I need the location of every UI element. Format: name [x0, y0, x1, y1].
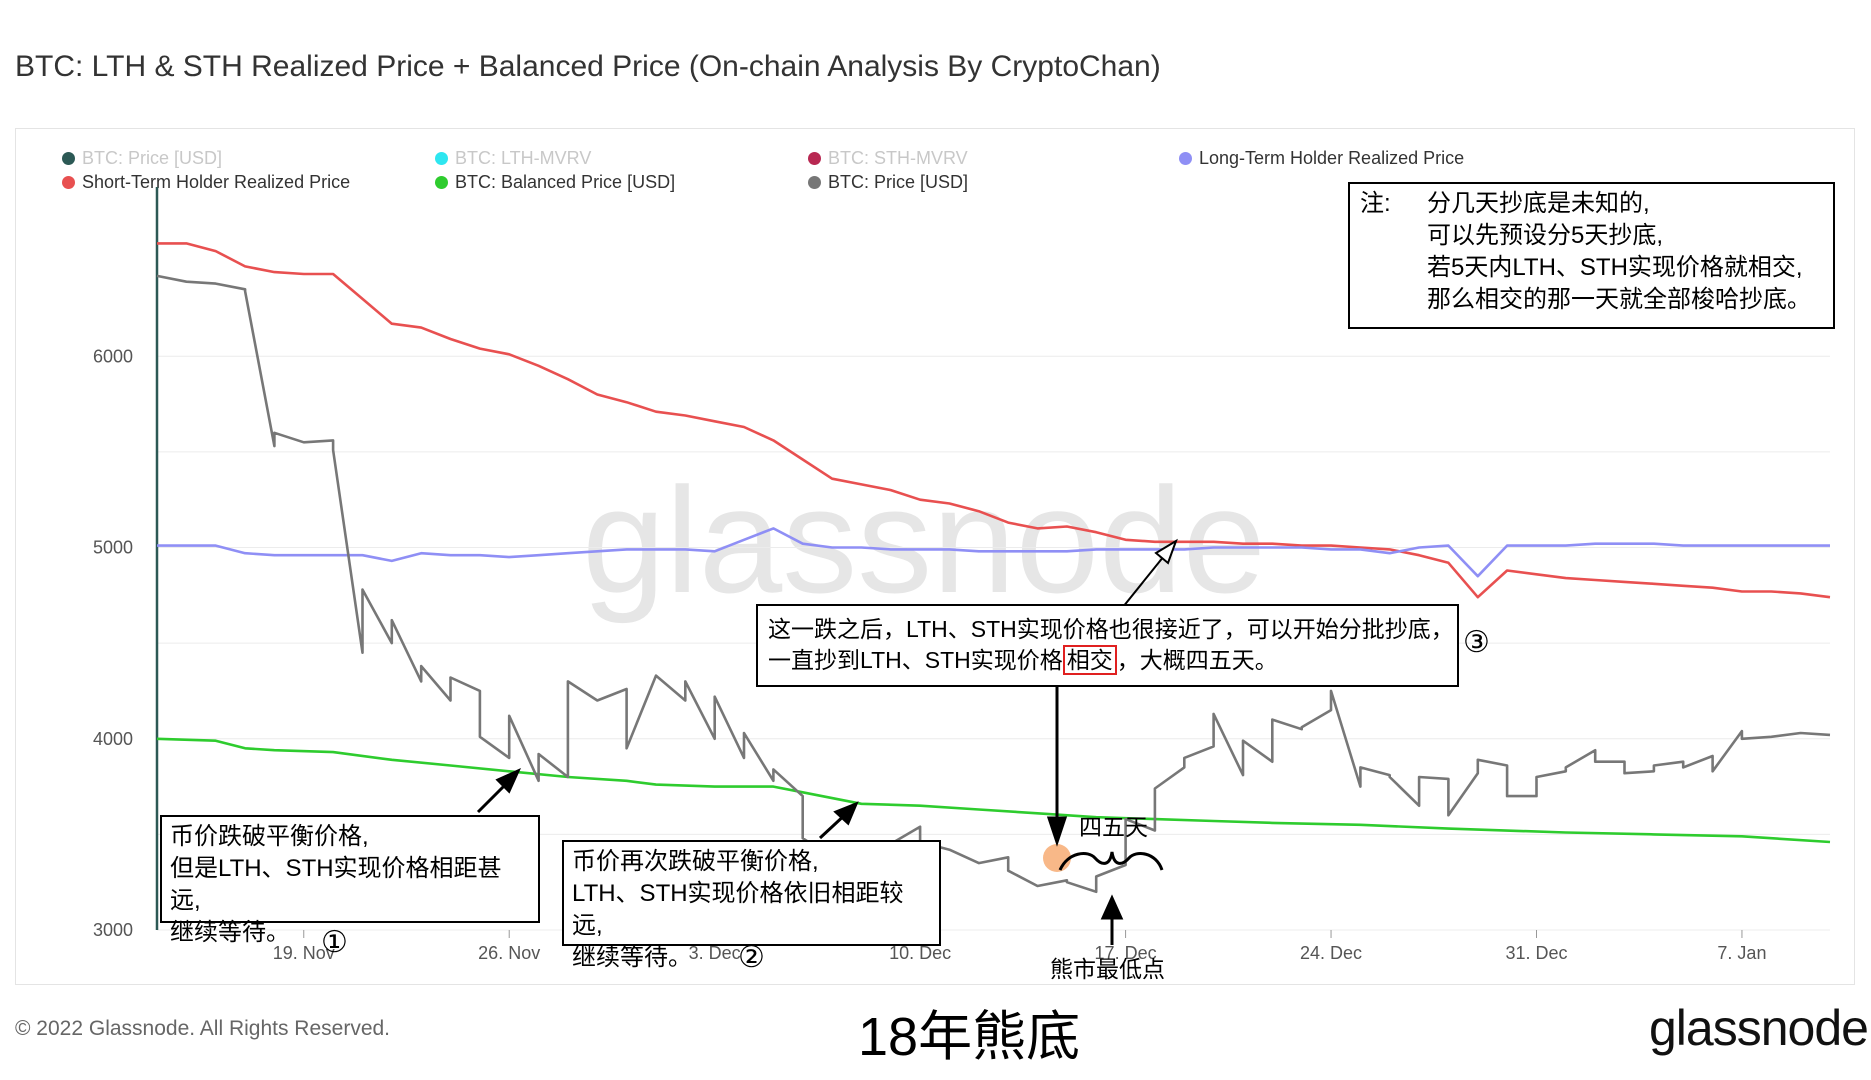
series-line-btc-balanced-price-usd — [156, 737, 1831, 844]
circled-number-2: ② — [738, 941, 765, 974]
annotation-text: ，大概四五天。 — [1116, 647, 1278, 673]
legend-item-sth-mvrv[interactable]: BTC: STH-MVRV — [808, 148, 968, 169]
arrow-bear-bottom-head — [1100, 894, 1124, 920]
legend-item-lth-mvrv[interactable]: BTC: LTH-MVRV — [435, 148, 591, 169]
grid-lines — [157, 355, 1830, 931]
legend-dot — [808, 152, 821, 165]
arrow-1-head — [495, 768, 521, 794]
note-prefix: 注: — [1360, 190, 1391, 217]
arrow-to-bottom-head — [1046, 816, 1068, 847]
series-group — [156, 242, 1831, 894]
series-line-btc-price-usd — [156, 274, 1831, 894]
annotation-line: 一直抄到LTH、STH实现价格 相交 ，大概四五天。 — [768, 645, 1447, 676]
annotation-line: 但是LTH、STH实现价格相距甚远, — [170, 855, 502, 914]
legend-dot — [62, 176, 75, 189]
x-axis: 19. Nov 26. Nov 3. Dec 10. Dec 17. Dec 24. De… — [273, 930, 1766, 963]
annotation-box-2: 币价再次跌破平衡价格, LTH、STH实现价格依旧相距较远, 继续等待。 — [562, 840, 941, 971]
legend-dot — [808, 176, 821, 189]
legend-label: Short-Term Holder Realized Price — [82, 172, 351, 192]
watermark-text: glassnode — [582, 456, 1266, 624]
brace-shape — [1058, 851, 1164, 871]
bottom-marker — [1043, 844, 1071, 872]
y-tick-label: 3000 — [93, 920, 133, 940]
note-box: 注: 分几天抄底是未知的, 可以先预设分5天抄底, 若5天内LTH、STH实现价… — [1348, 182, 1835, 329]
annotation-line: 继续等待。 — [170, 919, 290, 946]
y-tick-label: 6000 — [93, 346, 133, 366]
legend-item-btc-price-muted[interactable]: BTC: Price [USD] — [62, 148, 222, 169]
highlight-crossing: 相交 — [1062, 645, 1117, 675]
legend-label: BTC: LTH-MVRV — [455, 148, 592, 168]
note-line: 那么相交的那一天就全部梭哈抄底。 — [1427, 286, 1811, 313]
y-axis: 3000 4000 5000 6000 — [93, 346, 133, 940]
arrow-2-head — [833, 801, 859, 826]
copyright-text: © 2022 Glassnode. All Rights Reserved. — [15, 1017, 391, 1040]
x-tick-label: 19. Nov — [273, 943, 335, 963]
series-line-long-term-holder-realized-price — [157, 527, 1830, 578]
x-tick-label: 31. Dec — [1505, 943, 1567, 963]
caption-text: 18年熊底 — [858, 1007, 1081, 1067]
x-tick-label: 24. Dec — [1300, 943, 1362, 963]
legend-item-balanced-price[interactable]: BTC: Balanced Price [USD] — [435, 172, 675, 193]
legend-dot — [1179, 152, 1192, 165]
note-line: 可以先预设分5天抄底, — [1427, 222, 1664, 249]
circled-number-3: ③ — [1463, 626, 1490, 659]
annotation-line: 币价跌破平衡价格, — [170, 823, 369, 850]
legend-label: BTC: Balanced Price [USD] — [455, 172, 676, 192]
four-five-days-label: 四五天 — [1079, 814, 1148, 840]
legend-label: BTC: Price [USD] — [828, 172, 969, 192]
legend-dot — [62, 152, 75, 165]
annotation-arrows — [476, 687, 1124, 945]
annotation-line: 这一跌之后，LTH、STH实现价格也很接近了，可以开始分批抄底， — [768, 616, 1454, 642]
series-line-short-term-holder-realized-price — [157, 242, 1831, 599]
legend-dot — [435, 176, 448, 189]
annotation-line: 继续等待。 — [572, 944, 692, 971]
y-tick-label: 4000 — [93, 729, 133, 749]
chart-title: BTC: LTH & STH Realized Price + Balanced… — [15, 50, 1161, 83]
annotation-box-1: 币价跌破平衡价格, 但是LTH、STH实现价格相距甚远, 继续等待。 — [160, 815, 540, 946]
note-line: 若5天内LTH、STH实现价格就相交, — [1427, 254, 1803, 281]
chart-panel — [15, 128, 1855, 985]
crossover-arrow-head — [1154, 538, 1178, 565]
legend-item-btc-price[interactable]: BTC: Price [USD] — [808, 172, 968, 193]
legend-label: BTC: Price [USD] — [82, 148, 223, 168]
annotation-text: 一直抄到LTH、STH实现价格 — [768, 647, 1063, 673]
legend-label: Long-Term Holder Realized Price — [1199, 148, 1465, 168]
bear-bottom-label: 熊市最低点 — [1050, 956, 1165, 982]
x-tick-label: 7. Jan — [1717, 943, 1766, 963]
x-tick-label: 3. Dec — [689, 943, 741, 963]
annotation-line: 币价再次跌破平衡价格, — [572, 848, 819, 875]
legend-dot — [435, 152, 448, 165]
legend-item-sth-realized-price[interactable]: Short-Term Holder Realized Price — [62, 172, 350, 193]
note-line: 分几天抄底是未知的, — [1427, 190, 1650, 217]
y-tick-label: 5000 — [93, 538, 133, 558]
legend-label: BTC: STH-MVRV — [828, 148, 968, 168]
glassnode-logo: glassnode — [1649, 1000, 1869, 1056]
annotation-box-3: 这一跌之后，LTH、STH实现价格也很接近了，可以开始分批抄底， 一直抄到LTH… — [756, 604, 1459, 687]
note-lines: 分几天抄底是未知的, 可以先预设分5天抄底, 若5天内LTH、STH实现价格就相… — [1427, 188, 1823, 316]
legend-item-lth-realized-price[interactable]: Long-Term Holder Realized Price — [1179, 148, 1464, 169]
annotation-line: LTH、STH实现价格依旧相距较远, — [572, 880, 904, 939]
circled-number-1: ① — [321, 926, 348, 959]
x-tick-label: 17. Dec — [1095, 943, 1157, 963]
x-tick-label: 26. Nov — [478, 943, 540, 963]
x-tick-label: 10. Dec — [889, 943, 951, 963]
